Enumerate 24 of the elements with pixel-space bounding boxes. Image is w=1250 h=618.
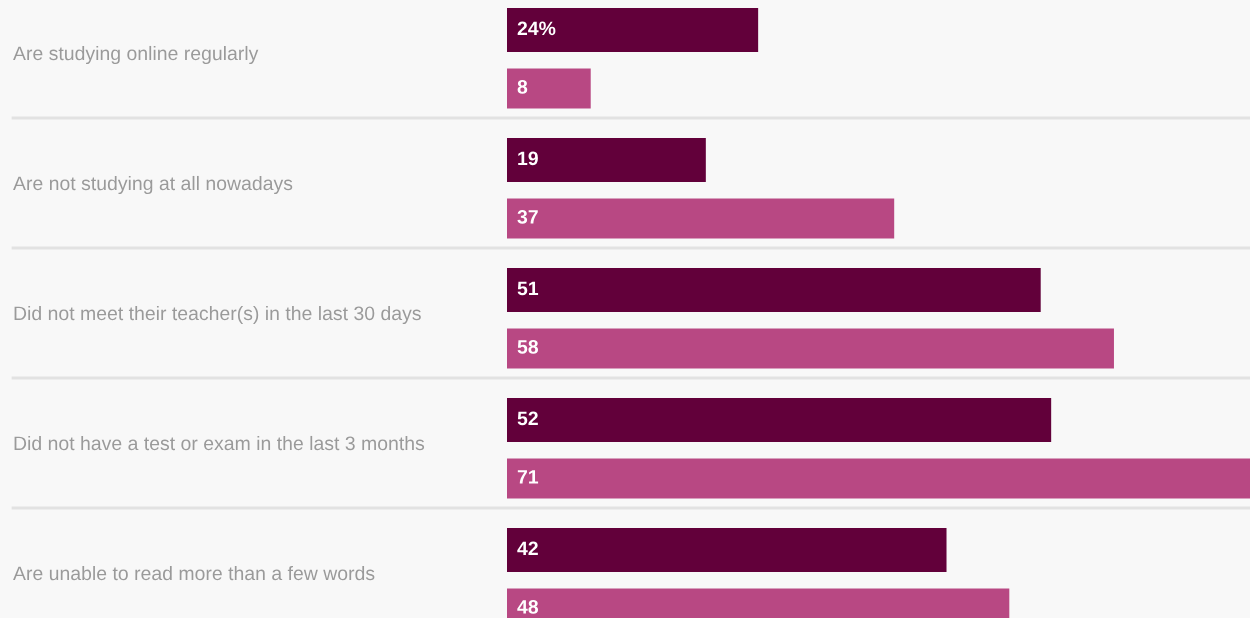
data-label: 58 [517, 339, 539, 354]
bar [507, 198, 895, 239]
bar [507, 528, 947, 572]
data-label: 52 [517, 411, 538, 426]
data-label: 19 [518, 151, 538, 166]
y-tick-label: Are studying online regularly [13, 45, 259, 65]
y-tick-label: Did not meet their teacher(s) in the last 30 days [14, 305, 421, 325]
bar [507, 328, 1114, 369]
bar [507, 138, 706, 182]
bar [507, 268, 1041, 312]
bar [507, 398, 1052, 442]
data-label: 37 [517, 209, 538, 224]
y-tick-label: Are unable to read more than a few words [13, 565, 375, 581]
y-tick-label: Did not have a test or exam in the last 3 months [14, 435, 425, 451]
data-label: 51 [517, 281, 539, 296]
data-label: 24% [517, 21, 556, 36]
bar [507, 458, 1250, 499]
bar [507, 68, 591, 109]
y-tick-label: Are not studying at all nowadays [13, 175, 293, 195]
data-label: 8 [517, 79, 528, 94]
data-label: 42 [517, 541, 538, 556]
data-label: 48 [517, 599, 539, 614]
bar [507, 8, 759, 52]
data-label: 71 [517, 470, 539, 484]
